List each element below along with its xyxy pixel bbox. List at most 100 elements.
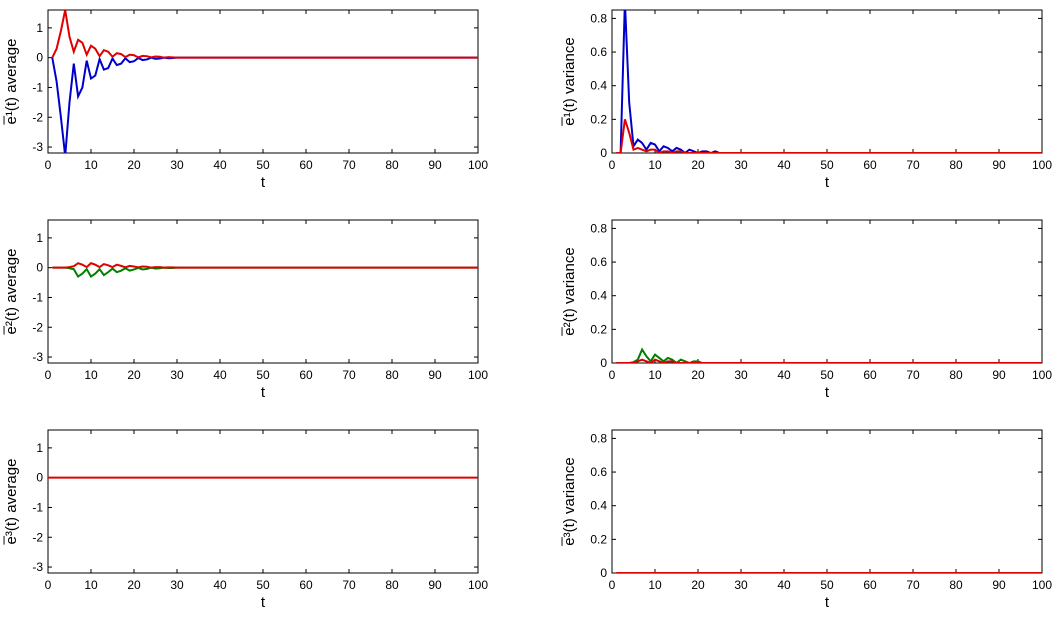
y-tick-label: 1 <box>36 21 43 35</box>
subplot: 0 10 20 30 40 50 60 70 80 90 100 -3 -2 -1 0 1 t e̅³(t) av… <box>3 429 488 611</box>
x-tick-label: 40 <box>777 368 791 382</box>
x-tick-label: 10 <box>84 158 98 172</box>
y-axis-label: e̅¹(t) average <box>3 39 20 126</box>
data-line <box>616 10 1042 153</box>
x-tick-label: 100 <box>468 368 488 382</box>
x-tick-label: 70 <box>906 578 920 592</box>
x-tick-label: 30 <box>734 158 748 172</box>
x-tick-label: 20 <box>691 368 705 382</box>
x-tick-label: 10 <box>648 368 662 382</box>
y-tick-label: 0.6 <box>590 465 607 479</box>
x-tick-label: 40 <box>213 578 227 592</box>
y-tick-label: 0.6 <box>590 45 607 59</box>
y-tick-label: -3 <box>32 350 43 364</box>
y-tick-label: -1 <box>32 80 43 94</box>
x-tick-label: 100 <box>468 158 488 172</box>
x-tick-label: 50 <box>820 578 834 592</box>
x-tick-label: 50 <box>820 368 834 382</box>
data-line <box>52 266 478 279</box>
x-tick-label: 30 <box>734 578 748 592</box>
x-tick-label: 30 <box>170 578 184 592</box>
x-tick-label: 20 <box>127 158 141 172</box>
plot-area <box>47 429 479 574</box>
x-tick-label: 0 <box>609 158 616 172</box>
x-tick-label: 0 <box>45 368 52 382</box>
x-tick-label: 10 <box>84 368 98 382</box>
x-axis-label: t <box>261 174 266 191</box>
subplot: 0 10 20 30 40 50 60 70 80 90 100 0 0.2 0.4 0.6 0.8 t e̅²(… <box>561 219 1052 401</box>
x-tick-label: 10 <box>648 158 662 172</box>
y-tick-label: -2 <box>32 320 43 334</box>
x-tick-label: 60 <box>863 578 877 592</box>
y-tick-label: 0.4 <box>590 499 607 513</box>
plot-area <box>47 219 479 364</box>
subplot: 0 10 20 30 40 50 60 70 80 90 100 0 0.2 0.4 0.6 0.8 t e̅¹(… <box>561 9 1052 191</box>
x-tick-label: 30 <box>170 158 184 172</box>
data-line <box>51 10 478 59</box>
y-axis-label: e̅²(t) variance <box>561 247 578 336</box>
x-tick-label: 90 <box>992 578 1006 592</box>
x-tick-label: 20 <box>691 578 705 592</box>
y-tick-label: 0 <box>600 146 607 160</box>
y-tick-label: 0 <box>600 566 607 580</box>
x-tick-label: 10 <box>84 578 98 592</box>
x-tick-label: 60 <box>863 368 877 382</box>
y-tick-label: -1 <box>32 290 43 304</box>
y-tick-label: 0.8 <box>590 221 607 235</box>
y-tick-label: 0.2 <box>590 532 607 546</box>
x-tick-label: 60 <box>299 368 313 382</box>
x-tick-label: 0 <box>609 368 616 382</box>
y-tick-label: 0.6 <box>590 255 607 269</box>
subplot: 0 10 20 30 40 50 60 70 80 90 100 -3 -2 -1 0 1 t e̅¹(t) av… <box>3 9 488 191</box>
x-tick-label: 80 <box>949 368 963 382</box>
x-tick-label: 80 <box>385 578 399 592</box>
x-tick-label: 100 <box>1032 578 1052 592</box>
y-axis-label: e̅²(t) average <box>3 249 20 336</box>
x-tick-label: 70 <box>906 158 920 172</box>
plot-area <box>611 9 1043 154</box>
x-tick-label: 80 <box>385 368 399 382</box>
y-tick-label: 0.2 <box>590 322 607 336</box>
y-axis-label: e̅³(t) average <box>3 459 20 546</box>
x-tick-label: 90 <box>428 578 442 592</box>
x-tick-label: 10 <box>648 578 662 592</box>
x-tick-label: 90 <box>992 368 1006 382</box>
x-axis-label: t <box>261 384 266 401</box>
x-tick-label: 80 <box>385 158 399 172</box>
x-tick-label: 70 <box>342 158 356 172</box>
x-tick-label: 100 <box>1032 368 1052 382</box>
x-tick-label: 40 <box>777 158 791 172</box>
x-tick-label: 90 <box>428 158 442 172</box>
x-tick-label: 70 <box>906 368 920 382</box>
x-tick-label: 20 <box>127 368 141 382</box>
y-tick-label: 0.8 <box>590 431 607 445</box>
x-tick-label: 0 <box>45 158 52 172</box>
x-tick-label: 50 <box>820 158 834 172</box>
y-tick-label: 1 <box>36 441 43 455</box>
x-tick-label: 40 <box>777 578 791 592</box>
x-tick-label: 60 <box>299 578 313 592</box>
y-tick-label: 0.4 <box>590 79 607 93</box>
plot-area <box>611 219 1043 364</box>
x-tick-label: 30 <box>170 368 184 382</box>
data-line <box>51 56 478 153</box>
x-tick-label: 0 <box>609 578 616 592</box>
y-tick-label: 0.4 <box>590 289 607 303</box>
x-tick-label: 50 <box>256 578 270 592</box>
subplot: 0 10 20 30 40 50 60 70 80 90 100 0 0.2 0.4 0.6 0.8 t e̅³(… <box>561 429 1052 611</box>
x-tick-label: 40 <box>213 368 227 382</box>
y-tick-label: -3 <box>32 560 43 574</box>
plot-area <box>611 429 1043 574</box>
x-tick-label: 80 <box>949 158 963 172</box>
subplot: 0 10 20 30 40 50 60 70 80 90 100 -3 -2 -1 0 1 t e̅²(t) av… <box>3 219 488 401</box>
x-tick-label: 40 <box>213 158 227 172</box>
x-tick-label: 70 <box>342 578 356 592</box>
x-tick-label: 60 <box>299 158 313 172</box>
x-tick-label: 60 <box>863 158 877 172</box>
x-tick-label: 80 <box>949 578 963 592</box>
y-tick-label: 1 <box>36 231 43 245</box>
x-tick-label: 90 <box>992 158 1006 172</box>
x-tick-label: 30 <box>734 368 748 382</box>
y-tick-label: 0 <box>600 356 607 370</box>
